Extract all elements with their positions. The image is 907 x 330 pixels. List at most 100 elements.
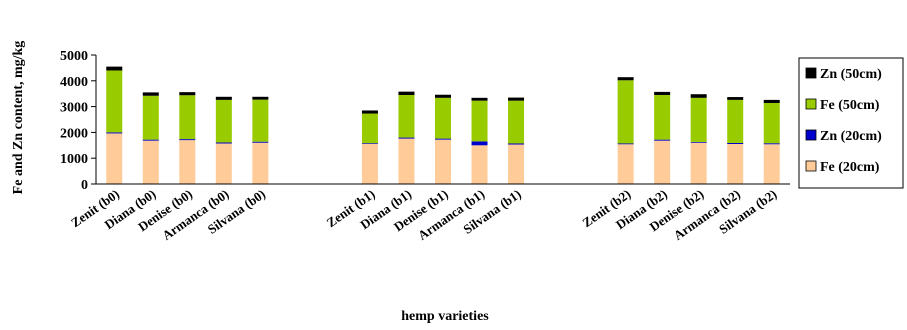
x-axis-tick-labels: Zenit (b0)Diana (b0)Denise (b0)Armanca (… [68,186,779,243]
x-axis-title: hemp varieties [401,309,489,324]
bar-segment [690,97,707,142]
bar-stack [361,110,378,184]
legend-item: Fe (20cm) [805,160,880,175]
legend-label: Zn (20cm) [820,129,882,144]
bar-segment [617,143,634,145]
bar-segment [398,94,415,138]
bar-segment [106,66,123,71]
bar-segment [617,144,634,184]
bar-segment [508,143,525,145]
bar-segment [471,145,488,184]
bar-segment [179,140,196,184]
bar-segment [361,110,378,114]
bar-stack [435,94,451,184]
bar-segment [763,102,780,144]
bar-segment [727,142,744,145]
bar-stack [179,92,196,184]
bar-segment [435,94,451,98]
bar-segment [398,138,415,184]
bar-segment [654,139,671,141]
legend-item: Zn (50cm) [805,67,882,82]
bar-segment [508,144,525,184]
bar-segment [215,99,232,143]
bar-segment [435,139,451,184]
bar-segment [727,144,744,184]
y-tick-label: 5000 [60,49,88,64]
bar-segment [252,99,269,142]
bar-segment [142,95,159,140]
bar-stack [508,97,525,184]
bar-segment [617,80,634,144]
y-axis-title: Fe and Zn content, mg/kg [11,41,26,195]
bar-stack [142,92,159,184]
bar-segment [215,96,232,100]
bar-stack [398,91,415,184]
bar-segment [508,100,525,144]
legend-label: Zn (50cm) [820,67,882,82]
legend: Zn (50cm) Fe (50cm) Zn (20cm) Fe (20cm) [798,57,904,189]
bar-segment [106,70,123,133]
y-tick-label: 2000 [60,126,88,141]
bar-segment [690,94,707,98]
y-axis-ticks: 0 1000 2000 3000 4000 5000 [60,49,96,193]
legend-swatch [805,160,817,172]
bar-stack [471,97,488,184]
bar-segment [361,113,378,144]
bar-stack [106,66,123,184]
bar-segment [654,94,671,140]
legend-swatch [805,67,817,79]
legend-label: Fe (50cm) [820,98,880,113]
bars [106,66,780,184]
bar-segment [763,99,780,103]
bar-segment [508,97,525,101]
bar-segment [361,143,378,145]
bar-segment [215,143,232,184]
bar-segment [727,97,744,100]
bar-segment [142,92,159,96]
bar-segment [471,141,488,146]
bar-stack [763,99,780,184]
bar-segment [252,142,269,184]
bar-segment [727,99,744,143]
bar-segment [435,97,451,139]
bar-stack [654,91,671,184]
legend-swatch [805,129,817,141]
y-tick-label: 4000 [60,75,88,90]
bar-segment [398,91,415,95]
legend-swatch [805,98,817,110]
bar-segment [471,97,488,101]
bar-segment [763,144,780,184]
bar-segment [654,140,671,184]
bar-segment [435,138,451,140]
legend-item: Fe (50cm) [805,98,880,113]
bar-segment [763,143,780,145]
bar-segment [106,132,123,134]
bar-segment [690,141,707,143]
bar-segment [142,140,159,184]
bar-segment [361,144,378,184]
bar-segment [654,91,671,95]
legend-item: Zn (20cm) [805,129,882,144]
bar-stack [690,94,707,184]
bar-segment [398,137,415,139]
bar-stack [252,96,269,184]
bar-segment [179,92,196,96]
bar-stack [617,77,634,184]
legend-label: Fe (20cm) [820,160,880,175]
y-tick-label: 0 [81,178,88,193]
bar-stack [215,96,232,184]
y-tick-label: 1000 [60,152,88,167]
bar-stack [727,97,744,184]
y-tick-label: 3000 [60,101,88,116]
bar-segment [142,139,159,141]
bar-segment [179,95,196,140]
bar-segment [106,133,123,184]
bar-segment [215,142,232,144]
bar-segment [617,77,634,81]
bar-segment [179,139,196,141]
bar-segment [690,142,707,184]
bar-segment [471,100,488,142]
bar-segment [252,96,269,100]
bar-segment [252,141,269,143]
